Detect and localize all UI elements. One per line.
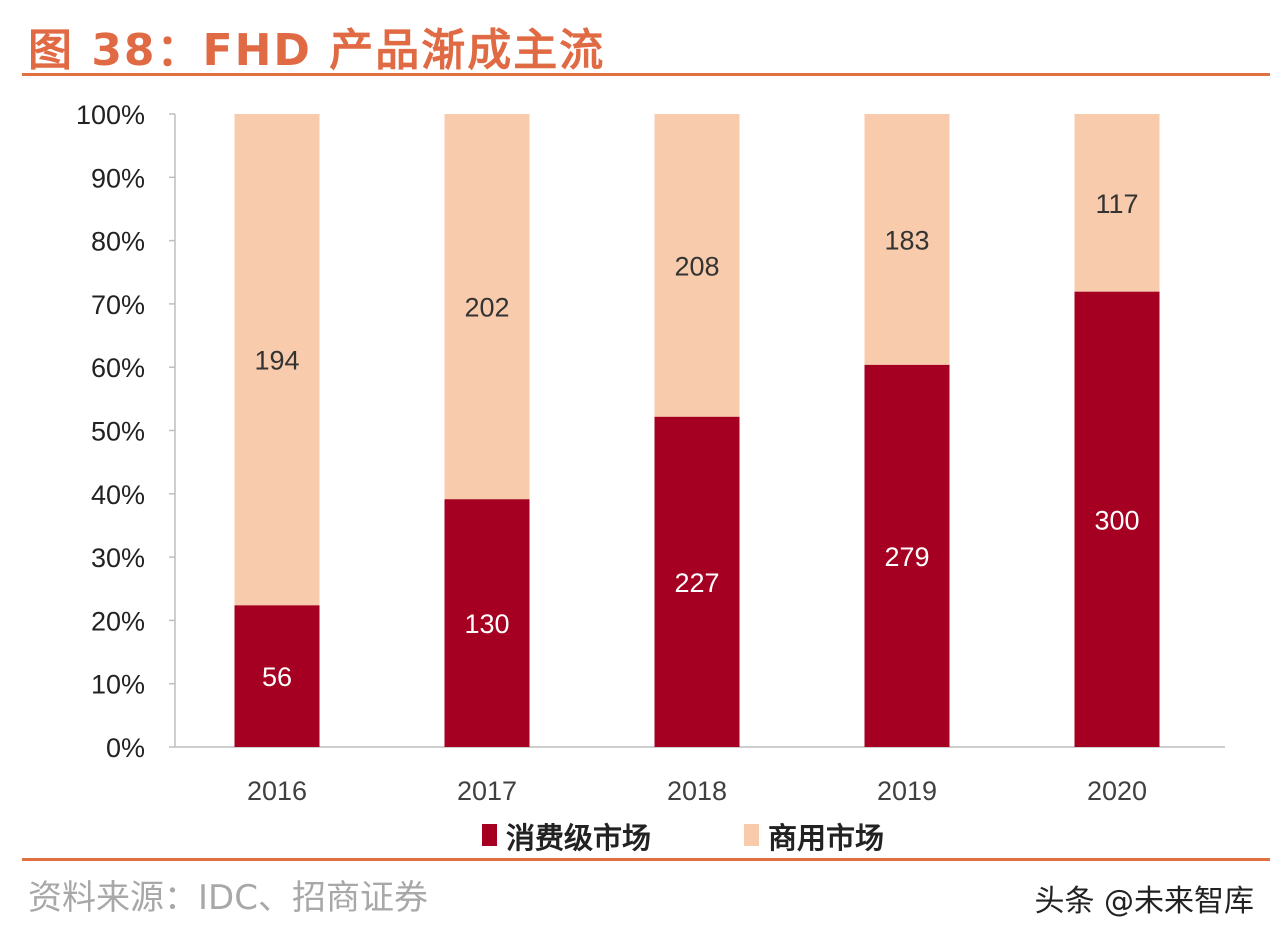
bar-2017-series-0	[444, 499, 530, 747]
data-label: 208	[674, 251, 719, 281]
y-tick-label: 40%	[91, 480, 145, 510]
bar-2016-series-0	[234, 605, 320, 747]
data-label: 56	[262, 662, 292, 692]
bar-2018-series-1	[654, 114, 740, 417]
x-tick-label: 2017	[457, 776, 517, 806]
bar-2017-series-1	[444, 114, 530, 500]
data-label: 300	[1094, 505, 1139, 535]
legend-swatch-1	[744, 824, 759, 846]
data-label: 183	[884, 225, 929, 255]
data-label: 194	[254, 346, 299, 376]
legend-label-0: 消费级市场	[506, 821, 651, 855]
legend-swatch-0	[482, 824, 497, 846]
x-tick-label: 2020	[1087, 776, 1147, 806]
watermark: 头条 @未来智库	[1034, 884, 1254, 919]
stacked-bar-chart: 0% 10% 20% 30% 40% 50% 60% 70% 80% 90% 100% 56 194 20…	[76, 100, 1225, 855]
y-tick-label: 30%	[91, 543, 145, 573]
data-label: 117	[1095, 189, 1138, 219]
y-tick-label: 10%	[91, 670, 145, 700]
y-tick-label: 90%	[91, 163, 145, 193]
bar-2018-series-0	[654, 416, 740, 747]
y-tick-label: 60%	[91, 353, 145, 383]
figure-title: 图 38：FHD 产品渐成主流	[28, 25, 606, 76]
title-divider	[22, 73, 1270, 76]
x-tick-label: 2019	[877, 776, 937, 806]
source-note: 资料来源：IDC、招商证券	[28, 878, 428, 918]
bar-2019-series-1	[864, 114, 950, 365]
bar-2020-series-0	[1074, 291, 1160, 747]
data-label: 227	[674, 568, 719, 598]
data-label: 202	[464, 293, 509, 323]
bar-2016-series-1	[234, 114, 320, 606]
x-tick-label: 2016	[247, 776, 307, 806]
y-tick-label: 80%	[91, 227, 145, 257]
bar-2020-series-1	[1074, 114, 1160, 292]
y-tick-label: 0%	[106, 733, 145, 763]
data-label: 279	[884, 542, 929, 572]
legend-label-1: 商用市场	[768, 821, 884, 855]
x-tick-label: 2018	[667, 776, 727, 806]
y-tick-label: 70%	[91, 290, 145, 320]
data-label: 130	[464, 609, 509, 639]
y-tick-label: 50%	[91, 417, 145, 447]
bar-2019-series-0	[864, 364, 950, 747]
footer-divider	[22, 858, 1270, 861]
y-tick-label: 100%	[76, 100, 145, 130]
y-tick-label: 20%	[91, 606, 145, 636]
